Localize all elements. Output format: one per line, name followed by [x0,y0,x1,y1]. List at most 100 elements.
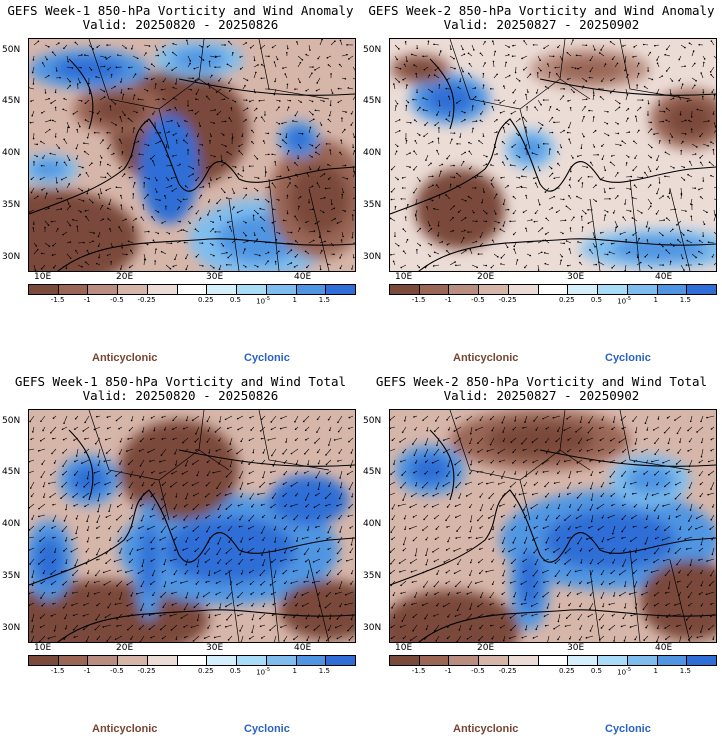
wind-arrow [326,635,332,641]
wind-arrow-head [419,180,421,182]
wind-arrow [308,119,314,123]
wind-arrow-head [90,69,93,71]
wind-arrow-head [225,573,227,575]
wind-arrow-head [165,205,167,208]
wind-arrow-head [278,106,280,108]
panel-title: GEFS Week-2 850-hPa Vorticity and Wind A… [368,3,715,18]
wind-arrow-head [469,442,471,445]
wind-arrow-head [40,252,43,255]
wind-arrow-head [172,265,175,268]
wind-arrow-head [608,583,611,585]
wind-arrow-head [576,462,579,464]
wind-arrow [63,415,68,424]
wind-arrow [545,492,550,497]
wind-arrow-head [39,617,42,619]
wind-arrow [29,525,35,531]
wind-arrow-head [551,131,554,134]
wind-arrow [103,569,112,573]
wind-arrow-head [145,52,147,54]
wind-arrow-head [254,234,256,236]
wind-arrow-head [103,96,106,98]
wind-arrow-head [537,146,540,149]
wind-arrow-head [479,113,482,115]
wind-arrow-head [290,452,293,455]
wind-arrow-head [100,192,103,195]
wind-arrow [632,217,638,222]
wind-arrow [390,580,396,586]
wind-arrow-head [465,483,467,485]
wind-arrow-head [511,55,514,57]
wind-arrow-head [150,541,152,544]
wind-arrow-head [194,228,197,231]
wind-arrow-head [512,44,514,47]
wind-arrow-head [665,119,668,122]
wind-arrow-head [213,636,216,639]
wind-arrow-head [633,460,636,463]
wind-arrow [208,536,211,543]
wind-arrow [609,251,616,255]
wind-arrow-head [32,227,35,229]
wind-arrow-head [651,146,653,149]
wind-arrow-head [633,505,636,508]
wind-arrow [185,459,189,466]
wind-arrow-head [41,604,43,607]
wind-arrow [258,492,266,495]
colorbar-swatch [177,656,208,665]
wind-arrow [651,569,660,573]
wind-arrow-head [610,242,613,245]
wind-arrow-head [337,541,340,544]
wind-arrow-head [432,551,434,553]
wind-arrow-head [217,210,219,212]
wind-arrow-head [325,595,328,597]
wind-arrow-head [454,442,456,444]
wind-arrow-head [712,148,715,151]
wind-arrow [390,426,396,429]
wind-arrow [29,87,35,90]
wind-arrow-head [456,530,458,532]
wind-arrow [686,547,693,550]
wind-arrow [308,240,314,244]
wind-arrow-head [283,462,286,464]
wind-arrow-head [690,116,693,118]
wind-arrow-head [95,75,97,78]
wind-arrow [61,176,68,180]
wind-arrow-head [30,495,33,497]
wind-arrow [116,186,123,189]
wind-arrow [433,264,440,267]
wind-arrow [567,481,572,489]
wind-arrow [217,536,222,544]
wind-arrow-head [183,427,185,430]
wind-arrow-head [50,474,52,476]
wind-arrow-head [172,86,175,89]
wind-arrow [216,481,222,489]
wind-arrow [590,481,594,489]
wind-arrow-head [62,606,65,609]
wind-arrow-head [390,217,392,220]
wind-arrow-head [150,78,153,81]
wind-arrow [471,106,474,112]
colorbar-multiplier-base: 10 [617,297,627,306]
wind-arrow [315,470,321,478]
wind-arrow-head [119,268,122,270]
wind-arrow-head [445,475,448,477]
wind-arrow [252,613,255,620]
wind-arrow [402,492,407,501]
wind-arrow-head [107,493,109,495]
wind-arrow-head [151,216,153,218]
wind-arrow [216,88,222,93]
wind-arrow-head [290,249,293,251]
wind-arrow-head [342,235,344,238]
wind-arrow [577,536,583,544]
vorticity-shading [626,465,674,495]
wind-arrow-head [161,484,164,486]
wind-arrow [708,241,715,244]
wind-arrow [685,536,693,540]
wind-arrow-head [105,552,108,555]
wind-arrow-head [190,626,193,629]
wind-arrow [337,613,343,620]
wind-arrow-head [272,464,275,467]
wind-arrow-head [610,79,612,82]
wind-arrow-head [413,471,415,474]
wind-arrow-head [83,142,85,144]
wind-arrow [415,198,418,205]
